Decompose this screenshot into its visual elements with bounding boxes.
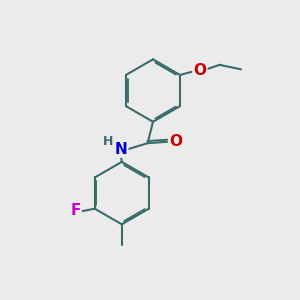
Text: O: O: [194, 63, 206, 78]
Text: N: N: [115, 142, 127, 157]
Text: F: F: [70, 203, 81, 218]
Text: H: H: [103, 135, 113, 148]
Text: O: O: [169, 134, 182, 149]
